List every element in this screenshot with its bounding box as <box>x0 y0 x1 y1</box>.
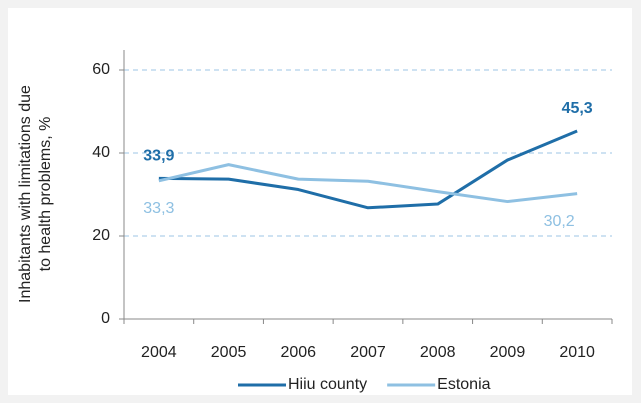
y-axis-title-line: to health problems, % <box>37 117 54 272</box>
data-label: 33,3 <box>143 200 174 217</box>
x-tick-label: 2009 <box>490 344 526 361</box>
x-tick-label: 2005 <box>211 344 247 361</box>
x-tick-label: 2007 <box>350 344 386 361</box>
legend-label: Estonia <box>437 376 490 393</box>
series-line <box>158 129 578 210</box>
y-tick-label: 20 <box>92 227 110 244</box>
data-label: 30,2 <box>544 213 575 230</box>
y-axis-title: Inhabitants with limitations due to heal… <box>17 85 54 303</box>
x-tick-label: 2008 <box>420 344 456 361</box>
x-tick-label: 2006 <box>280 344 316 361</box>
data-label: 33,9 <box>143 148 174 165</box>
y-tick-label: 40 <box>92 144 110 161</box>
y-axis-title-line: Inhabitants with limitations due <box>17 85 34 303</box>
x-tick-label: 2010 <box>559 344 595 361</box>
series-line <box>158 163 578 204</box>
chart-panel <box>8 8 632 395</box>
data-label: 45,3 <box>562 100 593 117</box>
y-tick-label: 60 <box>92 61 110 78</box>
x-tick-label: 2004 <box>141 344 177 361</box>
legend-label: Hiiu county <box>288 376 367 393</box>
y-tick-label: 0 <box>101 310 110 327</box>
